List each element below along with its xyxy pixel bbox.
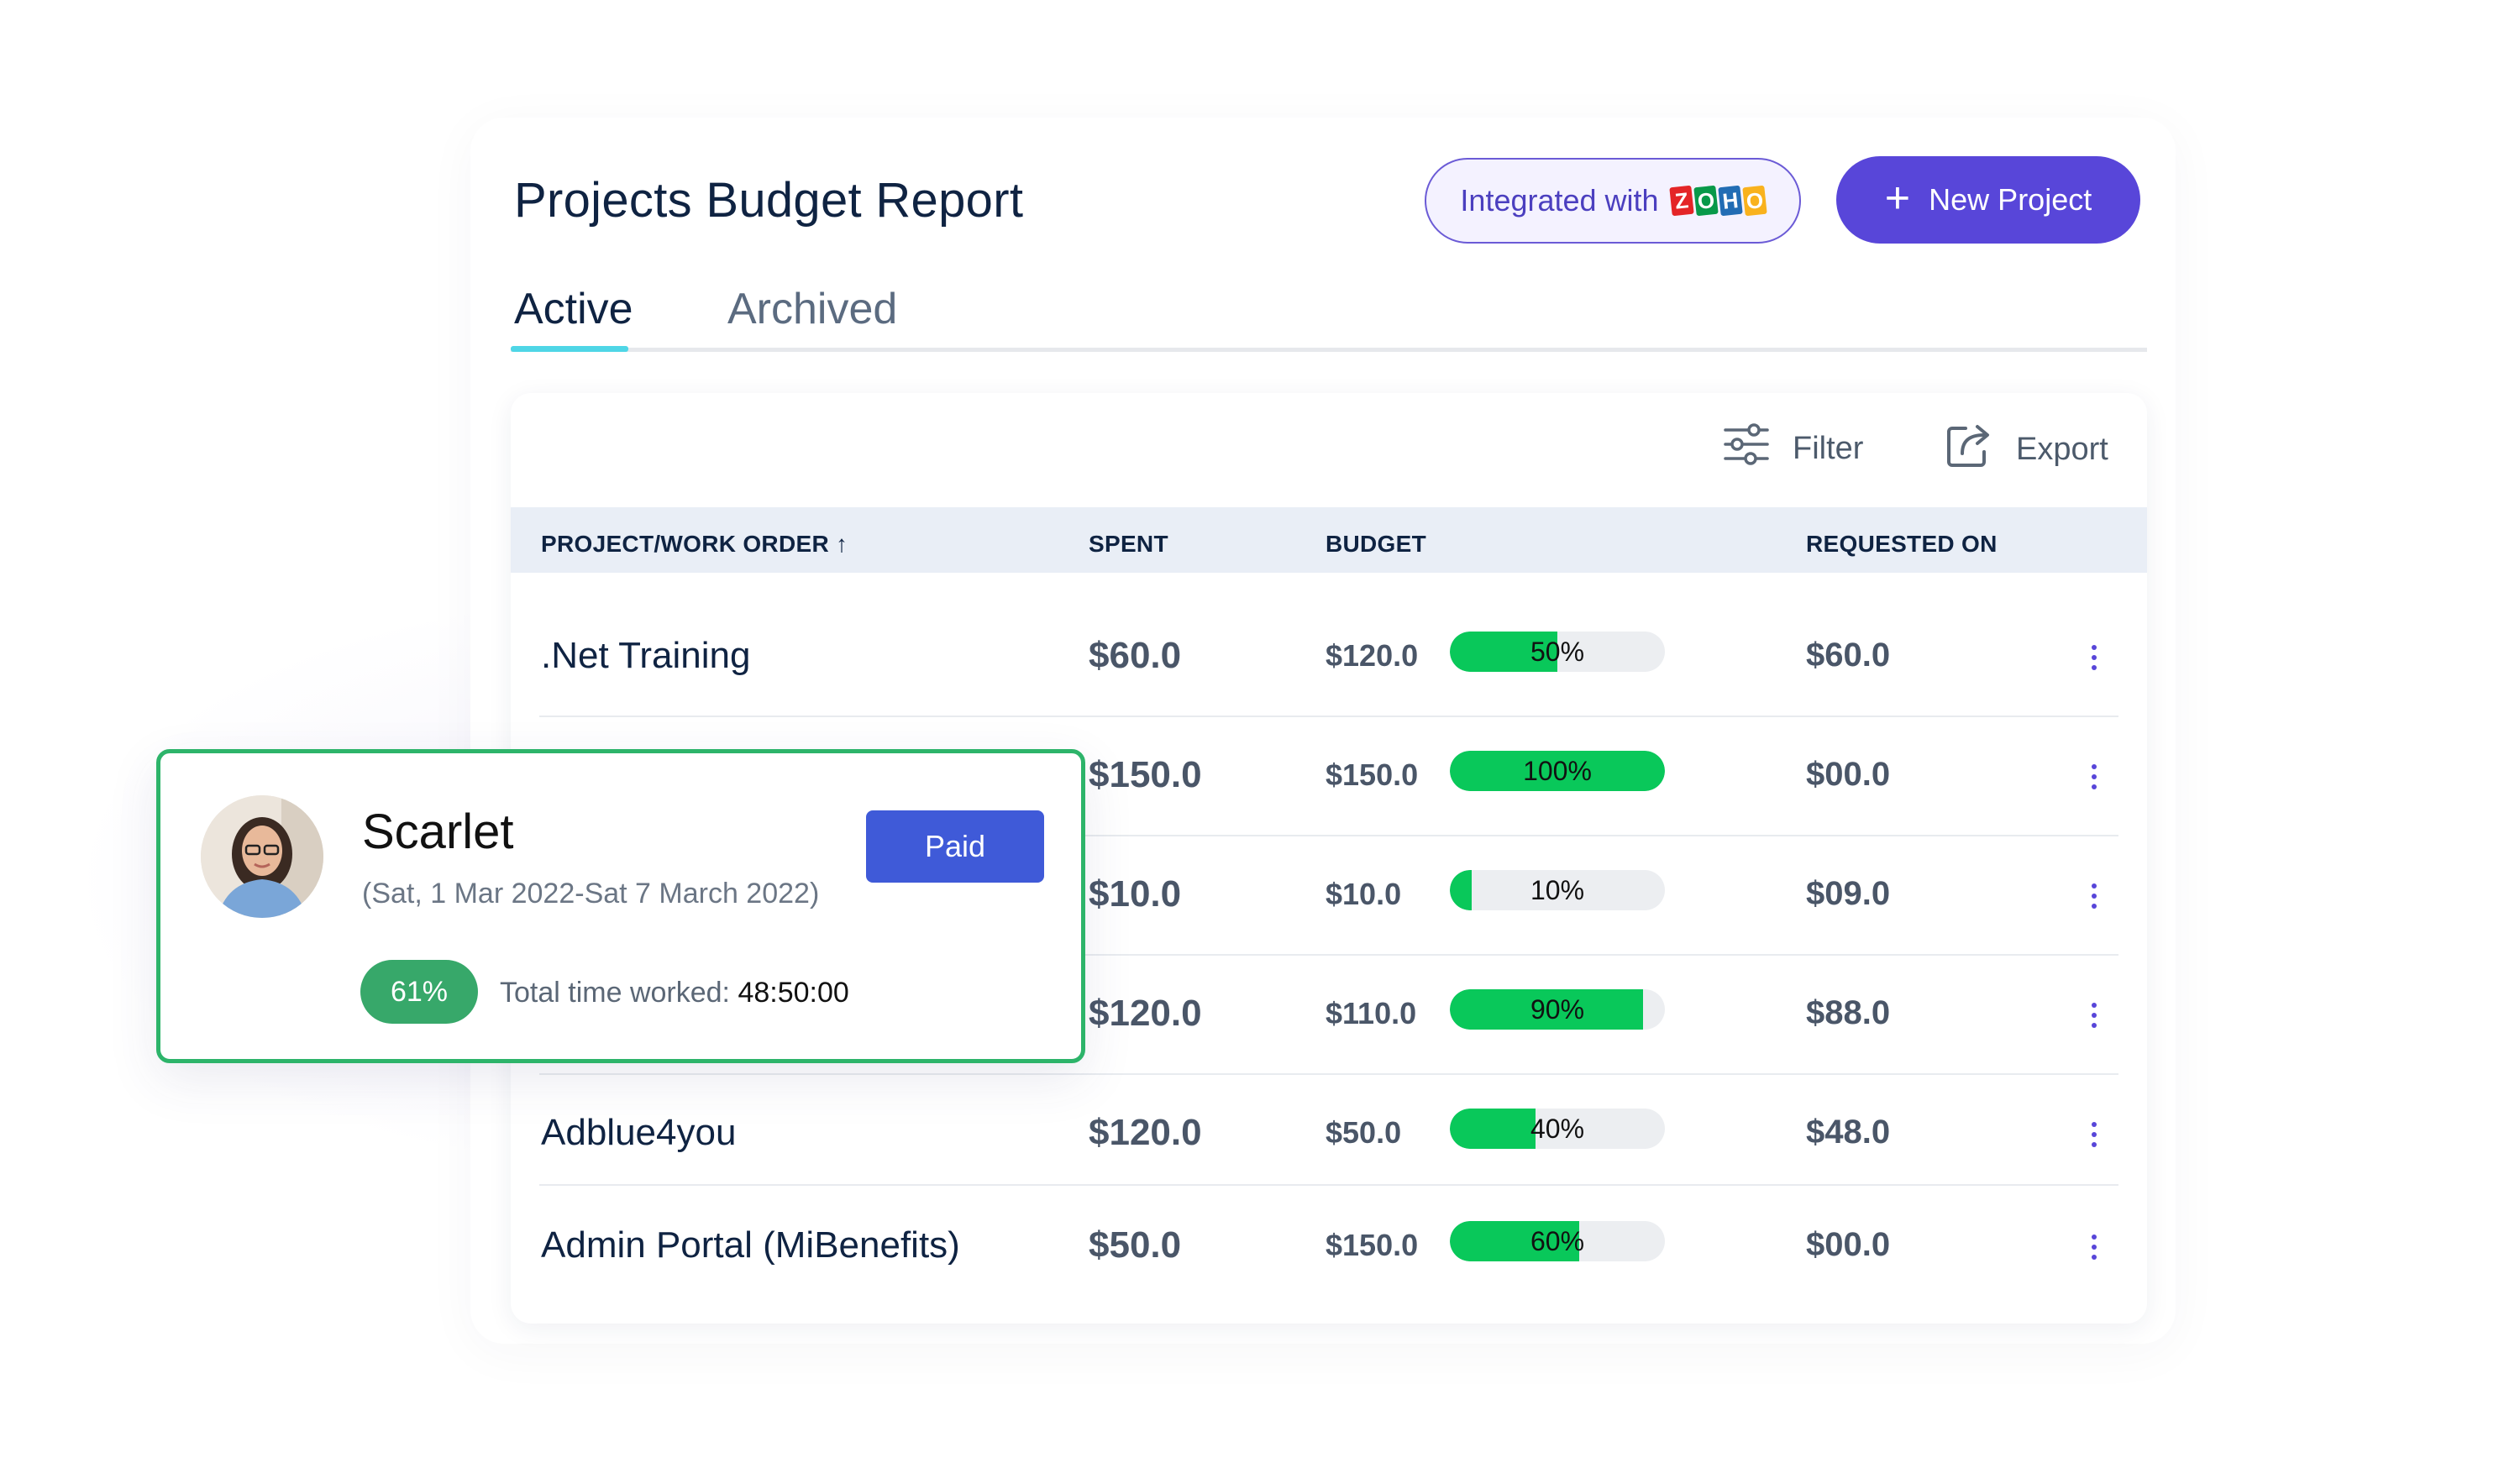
row-divider: [539, 1073, 2118, 1075]
spent-value: $120.0: [1089, 1112, 1202, 1153]
more-options-icon[interactable]: [2090, 764, 2098, 789]
requested-value: $88.0: [1806, 994, 1891, 1031]
zoho-logo-letter: O: [1693, 185, 1719, 217]
zoho-logo-letter: Z: [1668, 185, 1694, 217]
filter-label: Filter: [1793, 430, 1864, 466]
budget-progress-bar: 100%: [1450, 751, 1665, 791]
more-options-icon[interactable]: [2090, 1122, 2098, 1147]
progress-fill: [1450, 751, 1665, 791]
avatar: [201, 795, 323, 918]
project-name[interactable]: .Net Training: [541, 635, 751, 676]
progress-fill: [1450, 989, 1644, 1030]
export-button[interactable]: Export: [1944, 420, 2108, 479]
zoho-logo-letter: O: [1741, 185, 1767, 217]
tab-archived[interactable]: Archived: [727, 285, 898, 333]
budget-value: $150.0: [1326, 757, 1419, 792]
progress-label: 60%: [1530, 1226, 1585, 1256]
integration-badge[interactable]: Integrated with Z O H O: [1425, 158, 1801, 244]
budget-progress-bar: 40%: [1450, 1109, 1665, 1149]
spent-value: $10.0: [1089, 873, 1182, 915]
requested-value: $00.0: [1806, 756, 1891, 793]
filter-icon: [1722, 420, 1771, 477]
more-options-icon[interactable]: [2090, 1003, 2098, 1028]
timesheet-card: Scarlet (Sat, 1 Mar 2022-Sat 7 March 202…: [156, 749, 1085, 1063]
progress-label: 50%: [1530, 637, 1585, 667]
percent-badge: 61%: [360, 960, 478, 1024]
budget-value: $150.0: [1326, 1228, 1419, 1262]
integration-label: Integrated with: [1460, 183, 1659, 218]
total-time: Total time worked: 48:50:00: [500, 977, 849, 1009]
export-icon: [1944, 420, 1994, 479]
progress-fill: [1450, 632, 1557, 672]
progress-label: 40%: [1530, 1114, 1585, 1144]
zoho-logo-letter: H: [1717, 185, 1743, 217]
budget-value: $10.0: [1326, 877, 1402, 911]
table-header: [511, 507, 2147, 573]
progress-label: 100%: [1523, 756, 1592, 786]
progress-fill: [1450, 1221, 1579, 1261]
date-range: (Sat, 1 Mar 2022-Sat 7 March 2022): [362, 878, 820, 909]
budget-progress-bar: 90%: [1450, 989, 1665, 1030]
budget-value: $110.0: [1326, 996, 1417, 1030]
row-divider: [539, 835, 2118, 836]
spent-value: $50.0: [1089, 1224, 1182, 1266]
project-name[interactable]: Adblue4you: [541, 1112, 737, 1153]
budget-progress-bar: 50%: [1450, 632, 1665, 672]
export-label: Export: [2016, 431, 2108, 467]
new-project-button[interactable]: + New Project: [1836, 156, 2140, 244]
spent-value: $60.0: [1089, 635, 1182, 676]
spent-value: $150.0: [1089, 754, 1202, 795]
more-options-icon[interactable]: [2090, 883, 2098, 909]
requested-value: $09.0: [1806, 875, 1891, 912]
more-options-icon[interactable]: [2090, 645, 2098, 670]
total-time-label: Total time worked:: [500, 977, 730, 1009]
column-header-spent[interactable]: SPENT: [1089, 531, 1168, 557]
progress-fill: [1450, 1109, 1536, 1149]
budget-value: $50.0: [1326, 1115, 1402, 1150]
spent-value: $120.0: [1089, 993, 1202, 1034]
zoho-logo: Z O H O: [1668, 185, 1767, 217]
project-name[interactable]: Admin Portal (MiBenefits): [541, 1224, 960, 1266]
progress-label: 10%: [1530, 875, 1585, 905]
page-title: Projects Budget Report: [514, 173, 1024, 228]
row-divider: [539, 954, 2118, 956]
progress-label: 90%: [1530, 994, 1585, 1025]
budget-progress-bar: 10%: [1450, 870, 1665, 910]
column-header-project[interactable]: PROJECT/WORK ORDER ↑: [541, 531, 848, 557]
plus-icon: +: [1884, 174, 1911, 223]
requested-value: $60.0: [1806, 637, 1891, 674]
requested-value: $00.0: [1806, 1226, 1891, 1263]
column-header-budget[interactable]: BUDGET: [1326, 531, 1427, 557]
row-divider: [539, 716, 2118, 717]
budget-value: $120.0: [1326, 638, 1419, 673]
more-options-icon[interactable]: [2090, 1234, 2098, 1260]
new-project-label: New Project: [1929, 182, 2092, 217]
tab-active-indicator: [511, 346, 628, 352]
tabs-divider: [511, 348, 2147, 352]
budget-progress-bar: 60%: [1450, 1221, 1665, 1261]
paid-status-button[interactable]: Paid: [866, 810, 1044, 883]
filter-button[interactable]: Filter: [1722, 420, 1863, 477]
employee-name: Scarlet: [362, 805, 514, 859]
tab-active[interactable]: Active: [514, 285, 633, 333]
column-header-requested[interactable]: REQUESTED ON: [1806, 531, 1998, 557]
requested-value: $48.0: [1806, 1114, 1891, 1151]
row-divider: [539, 1184, 2118, 1186]
total-time-value: 48:50:00: [738, 977, 849, 1009]
